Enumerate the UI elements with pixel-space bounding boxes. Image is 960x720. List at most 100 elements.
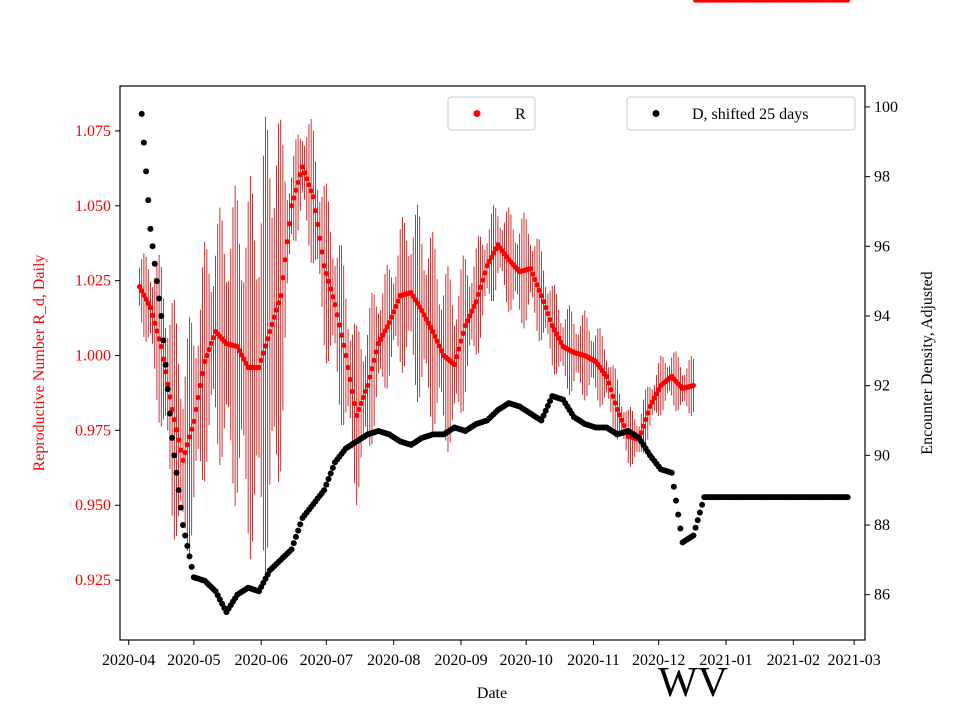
- d-point: [188, 563, 195, 570]
- d-point: [321, 487, 328, 494]
- r-point: [610, 393, 616, 399]
- r-point: [323, 270, 329, 277]
- left-y-axis-label: Reproductive Number R_d, Daily: [31, 255, 48, 472]
- r-point: [349, 388, 356, 395]
- r-point: [317, 235, 323, 241]
- d-point: [145, 197, 152, 204]
- x-tick-label: 2020-04: [102, 652, 155, 669]
- r-point: [286, 221, 293, 227]
- x-tick-label: 2021-03: [827, 652, 880, 669]
- d-point: [162, 361, 169, 368]
- r-point: [549, 322, 555, 329]
- r-point: [275, 300, 282, 306]
- r-point: [210, 334, 216, 341]
- r-point: [262, 343, 269, 349]
- r-point: [241, 356, 247, 362]
- r-point: [460, 330, 466, 336]
- r-point: [530, 271, 536, 277]
- d-point: [147, 225, 154, 232]
- r-point: [186, 434, 193, 440]
- r-point: [354, 412, 360, 419]
- r-point: [173, 427, 180, 433]
- r-point: [158, 343, 164, 350]
- d-point: [184, 542, 191, 549]
- r-point: [551, 327, 558, 333]
- r-point: [640, 423, 647, 429]
- r-point: [612, 400, 618, 406]
- d-point: [164, 386, 171, 393]
- r-point: [302, 170, 308, 176]
- r-point: [291, 195, 297, 201]
- r-point: [260, 350, 266, 356]
- legend-d-box: [626, 96, 856, 131]
- r-point: [471, 303, 477, 310]
- r-point: [534, 282, 540, 288]
- r-point: [199, 370, 206, 377]
- right-y-axis-label: Encounter Density, Adjusted: [919, 271, 936, 454]
- r-point: [373, 349, 379, 355]
- r-point: [306, 182, 312, 188]
- r-point: [486, 258, 492, 265]
- r-point: [145, 300, 151, 307]
- r-point: [425, 320, 432, 326]
- d-point: [329, 464, 336, 471]
- d-point: [169, 434, 176, 441]
- r-point: [490, 250, 497, 256]
- r-point: [356, 406, 362, 413]
- r-point: [343, 352, 349, 359]
- r-point: [328, 286, 334, 292]
- r-point: [171, 416, 177, 423]
- r-point: [454, 354, 460, 360]
- d-point: [690, 532, 697, 539]
- r-point: [165, 381, 171, 387]
- d-point: [290, 540, 297, 547]
- r-point: [464, 318, 471, 324]
- r-point: [382, 328, 388, 334]
- r-point: [332, 302, 338, 308]
- r-point: [315, 221, 321, 227]
- d-point: [288, 546, 295, 553]
- r-point: [271, 314, 277, 320]
- r-point: [614, 406, 620, 413]
- r-point: [451, 361, 458, 368]
- right-y-tick-label: 88: [874, 517, 890, 534]
- r-point: [553, 331, 560, 337]
- d-point: [143, 168, 150, 175]
- r-point: [391, 309, 397, 315]
- x-tick-label: 2020-06: [235, 652, 288, 669]
- r-point: [375, 340, 382, 347]
- legend-r-marker: [473, 110, 481, 117]
- r-point: [547, 316, 553, 323]
- r-point: [393, 303, 399, 310]
- d-point: [156, 295, 163, 302]
- r-point: [204, 352, 210, 359]
- r-point: [365, 382, 371, 389]
- d-point: [327, 470, 334, 477]
- r-point: [558, 339, 564, 345]
- d-point: [186, 553, 193, 560]
- r-point: [184, 442, 190, 448]
- r-series-group: [136, 0, 851, 463]
- r-point: [297, 172, 303, 178]
- right-y-tick-label: 98: [874, 169, 890, 186]
- r-point: [347, 376, 353, 383]
- r-point: [265, 336, 271, 342]
- d-point: [166, 410, 173, 417]
- r-point: [475, 291, 481, 298]
- r-point: [312, 207, 319, 214]
- r-point: [645, 410, 651, 416]
- d-point: [151, 260, 158, 267]
- d-point: [295, 527, 302, 534]
- r-point: [616, 412, 623, 418]
- r-point: [341, 342, 347, 348]
- d-point: [292, 533, 299, 540]
- d-point: [694, 517, 701, 524]
- legend-r: R: [447, 96, 536, 131]
- r-point: [653, 391, 660, 397]
- r-point: [436, 343, 442, 349]
- r-point: [473, 299, 479, 305]
- d-point: [675, 511, 682, 518]
- r-point: [160, 356, 167, 362]
- r-point: [477, 284, 484, 290]
- r-point: [273, 307, 279, 313]
